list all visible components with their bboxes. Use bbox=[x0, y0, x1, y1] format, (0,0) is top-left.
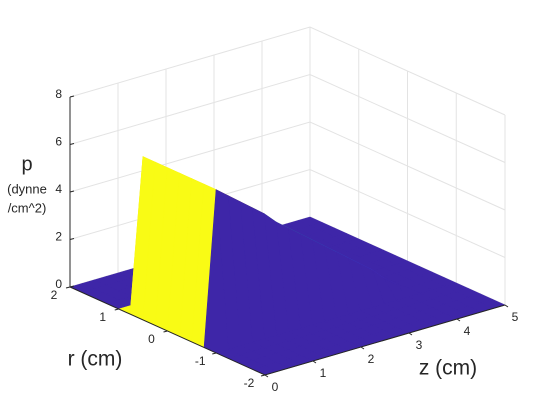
x-tick-label: 4 bbox=[464, 324, 471, 338]
z-tick-label: 4 bbox=[55, 182, 62, 196]
y-axis-label: r (cm) bbox=[68, 348, 123, 371]
x-tick bbox=[456, 318, 461, 322]
grid-line bbox=[69, 73, 506, 163]
x-tick-label: 1 bbox=[320, 366, 327, 380]
x-tick bbox=[360, 346, 365, 350]
y-tick bbox=[163, 330, 168, 333]
x-axis-label: z (cm) bbox=[419, 357, 477, 380]
z-axis-label: /cm^2) bbox=[8, 200, 47, 215]
z-tick-label: 0 bbox=[55, 277, 62, 291]
z-tick-label: 8 bbox=[55, 87, 62, 101]
y-tick-label: 1 bbox=[99, 310, 106, 324]
z-tick bbox=[69, 238, 75, 240]
y-tick bbox=[65, 286, 71, 289]
x-tick bbox=[264, 374, 269, 378]
z-tick-label: 2 bbox=[55, 230, 62, 244]
y-tick bbox=[114, 308, 119, 311]
grid-line bbox=[69, 26, 506, 116]
x-tick bbox=[408, 332, 413, 336]
y-tick-label: -1 bbox=[195, 354, 206, 368]
z-tick bbox=[69, 285, 75, 288]
z-tick-label: 6 bbox=[55, 135, 62, 149]
y-tick bbox=[260, 374, 266, 377]
z-axis-label: p bbox=[21, 153, 32, 175]
z-axis-label: (dynne bbox=[7, 181, 47, 196]
y-tick-label: -2 bbox=[244, 376, 255, 390]
surface bbox=[69, 156, 506, 376]
x-tick-label: 0 bbox=[272, 380, 279, 394]
x-tick-label: 3 bbox=[416, 338, 423, 352]
y-tick-label: 2 bbox=[51, 288, 58, 302]
y-tick bbox=[212, 352, 217, 355]
z-tick bbox=[69, 143, 75, 145]
x-tick bbox=[312, 360, 317, 364]
x-tick-label: 2 bbox=[368, 352, 375, 366]
z-tick bbox=[69, 190, 75, 193]
x-tick bbox=[504, 304, 509, 308]
z-tick bbox=[69, 95, 75, 98]
x-tick-label: 5 bbox=[512, 310, 519, 324]
y-tick-label: 0 bbox=[148, 332, 155, 346]
